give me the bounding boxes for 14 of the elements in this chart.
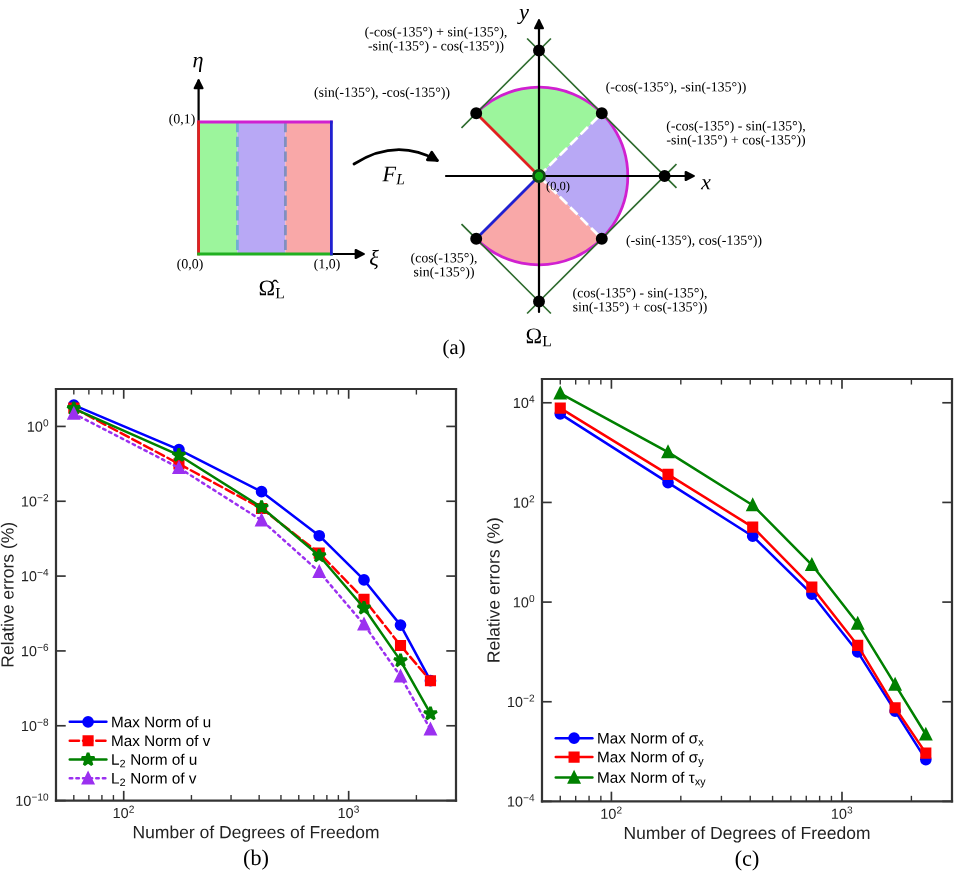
- text: ξ: [370, 249, 379, 270]
- text: (a): [443, 339, 465, 359]
- y-axis-title: Relative errors (%): [486, 518, 504, 662]
- text: η: [193, 56, 203, 73]
- text: F$_{L}$: [382, 166, 405, 185]
- text: (b): [244, 849, 268, 870]
- x-axis-title: Number of Degrees of Freedom: [624, 826, 870, 843]
- y-axis-title: Relative errors (%): [0, 522, 18, 667]
- text: (c): [735, 850, 759, 871]
- text: y: [517, 9, 529, 25]
- x-axis-title: Number of Degrees of Freedom: [133, 825, 379, 842]
- text: x: [700, 179, 711, 190]
- text: Ω̂$_{L}$: [259, 279, 284, 299]
- text: Ω$_{L}$: [526, 328, 551, 347]
